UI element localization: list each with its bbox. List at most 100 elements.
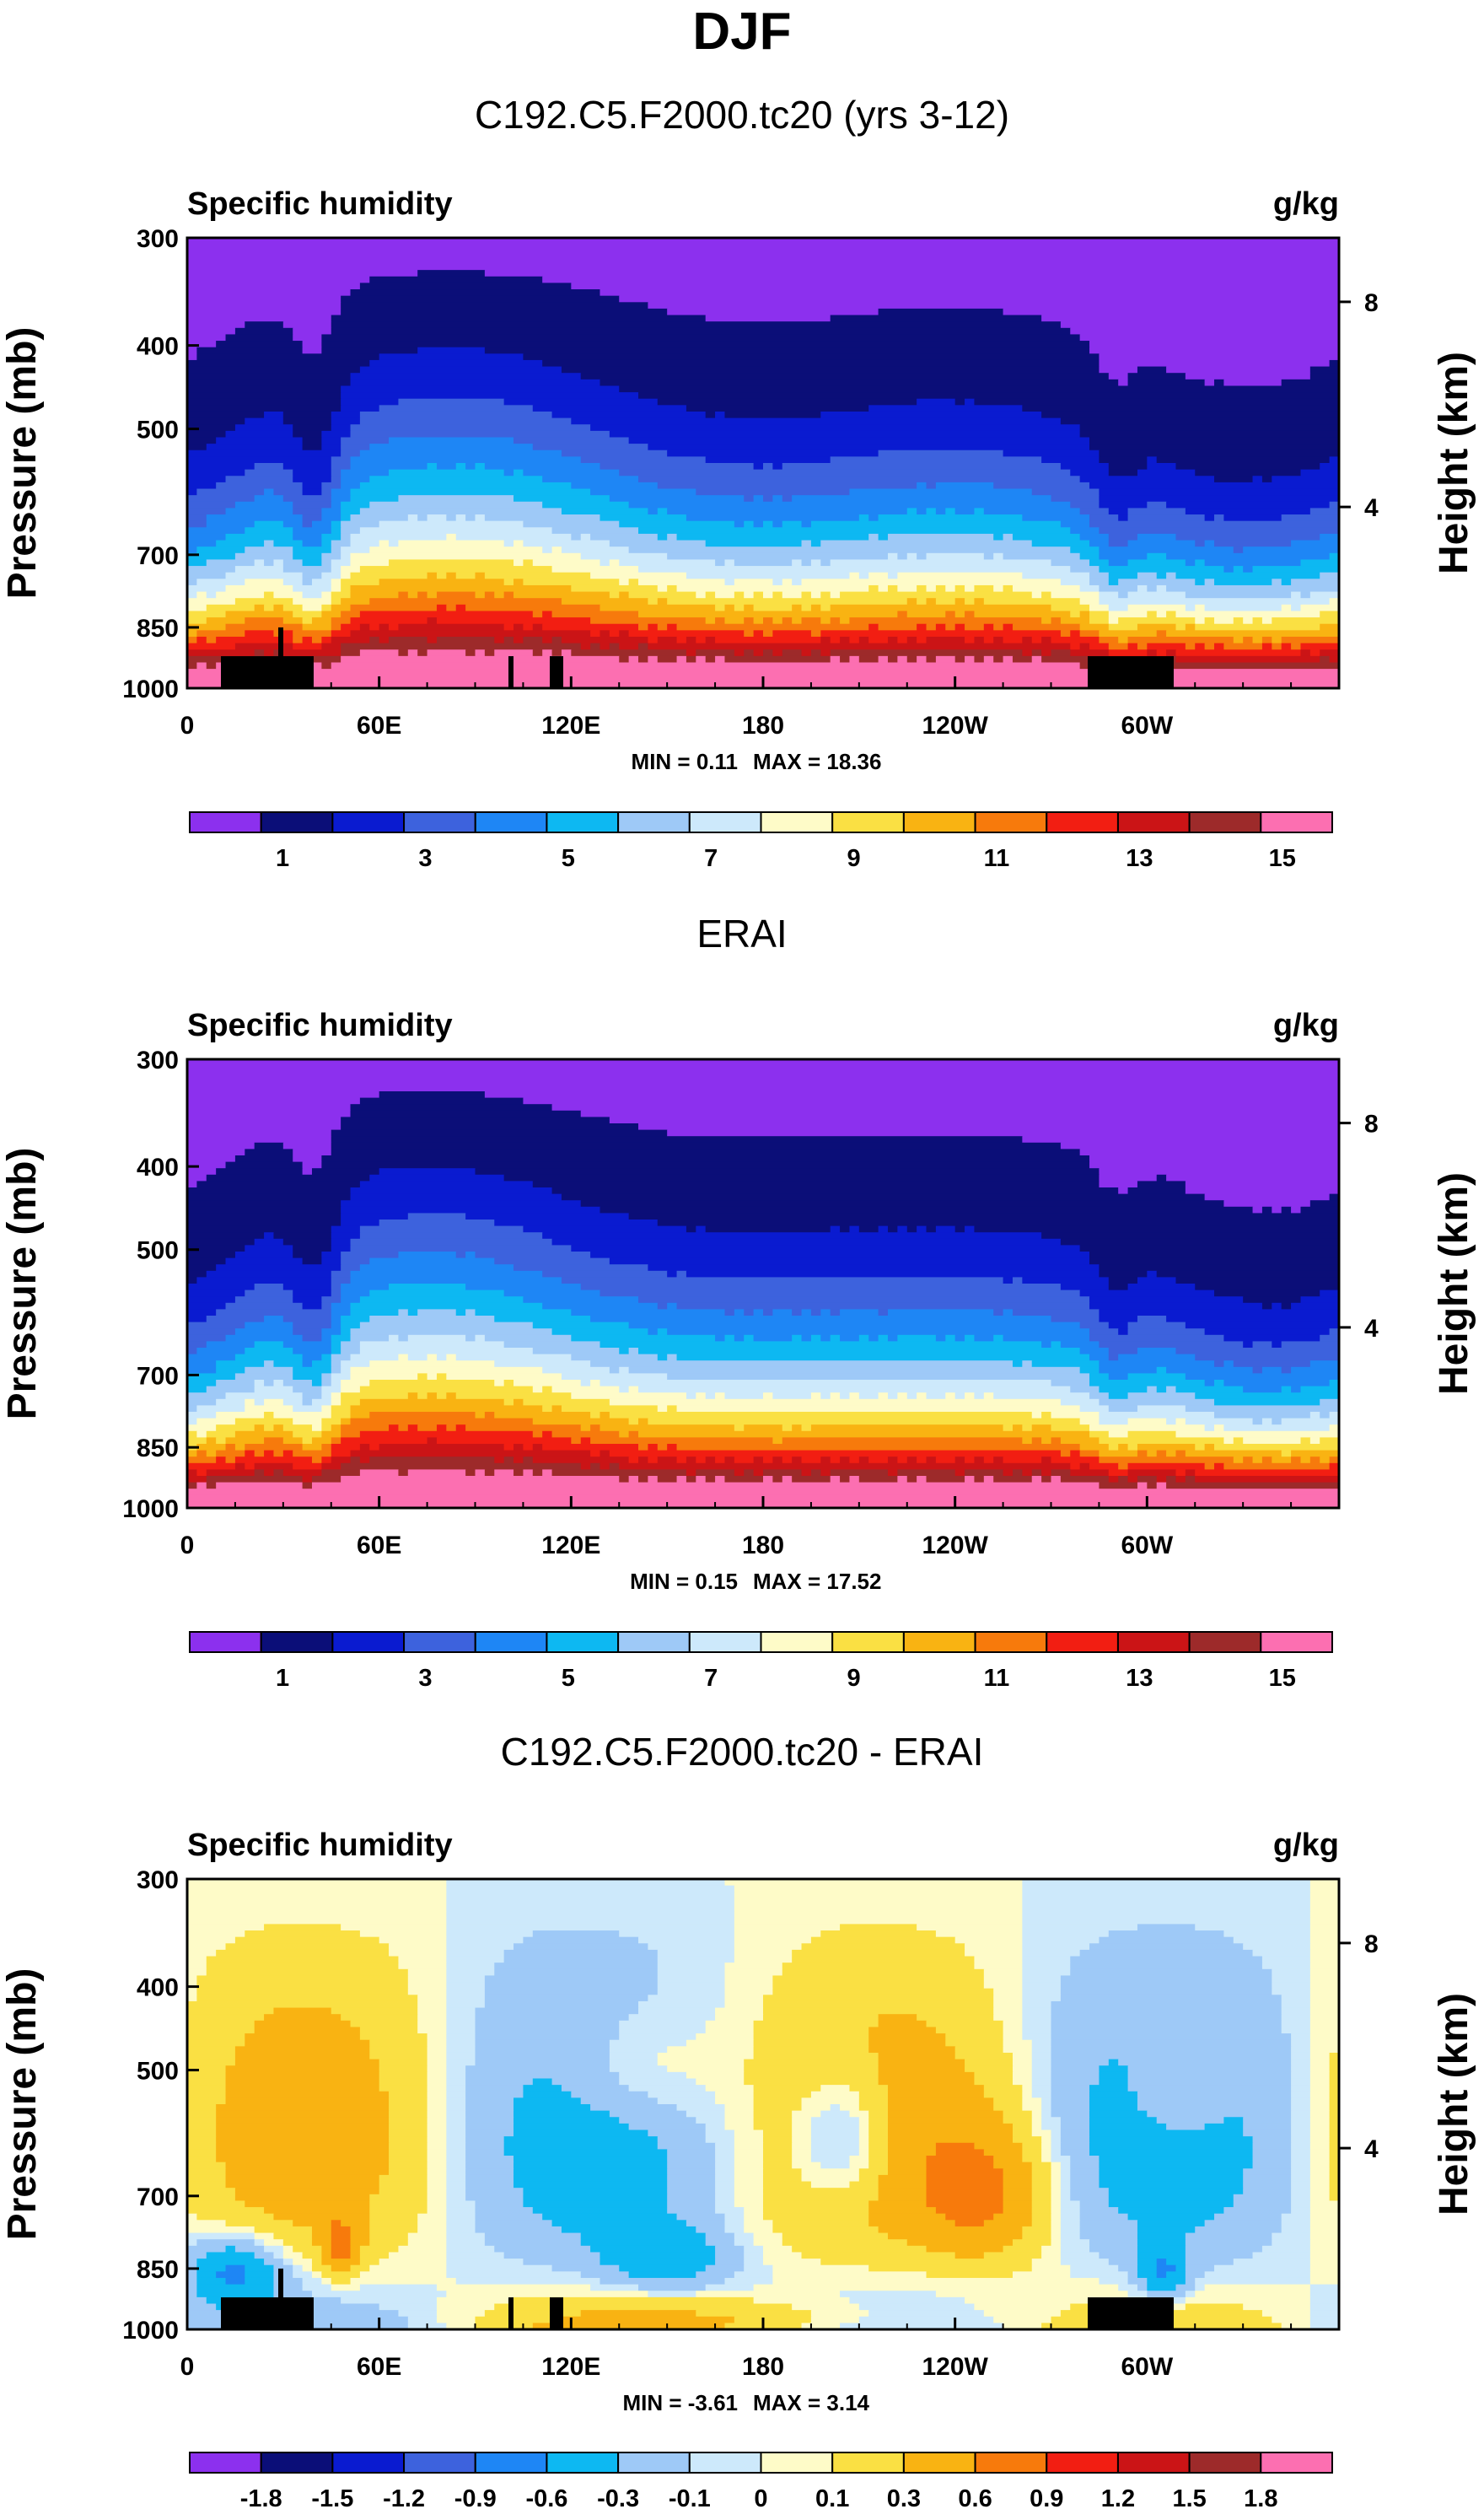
contour-cell bbox=[264, 1412, 275, 1419]
contour-cell bbox=[657, 1444, 668, 1451]
contour-cell bbox=[1051, 2220, 1062, 2227]
contour-cell bbox=[245, 617, 284, 625]
page-title: DJF bbox=[692, 3, 791, 61]
contour-cell bbox=[187, 308, 341, 316]
contour-cell bbox=[216, 1412, 265, 1419]
contour-cell bbox=[187, 2149, 217, 2156]
contour-cell bbox=[1041, 649, 1052, 657]
contour-cell bbox=[532, 2078, 553, 2086]
contour-cell bbox=[782, 649, 803, 657]
contour-cell bbox=[1089, 579, 1110, 586]
contour-cell bbox=[1291, 2085, 1311, 2092]
contour-cell bbox=[897, 552, 908, 561]
contour-cell bbox=[206, 1437, 217, 1445]
contour-cell bbox=[446, 1373, 562, 1381]
contour-cell bbox=[446, 2174, 466, 2183]
contour-cell bbox=[1329, 1456, 1340, 1464]
contour-cell bbox=[1272, 636, 1282, 644]
contour-cell bbox=[446, 1988, 486, 1995]
contour-cell bbox=[1060, 2194, 1071, 2202]
contour-cell bbox=[753, 495, 764, 503]
contour-cell bbox=[667, 1129, 1340, 1137]
contour-cell bbox=[878, 2226, 1023, 2234]
contour-cell bbox=[455, 572, 476, 579]
contour-cell bbox=[1012, 2129, 1033, 2137]
contour-cell bbox=[590, 1360, 1014, 1368]
contour-cell bbox=[331, 1398, 341, 1406]
contour-cell bbox=[302, 2284, 332, 2291]
contour-cell bbox=[369, 623, 380, 631]
contour-cell bbox=[216, 1366, 245, 1374]
x-tick-label: 120E bbox=[541, 1532, 600, 1559]
contour-cell bbox=[638, 1296, 1090, 1304]
contour-cell bbox=[590, 643, 601, 650]
contour-cell bbox=[619, 2071, 687, 2080]
contour-cell bbox=[341, 1257, 370, 1265]
contour-cell bbox=[763, 463, 773, 471]
contour-cell bbox=[417, 2014, 447, 2022]
contour-cell bbox=[254, 463, 284, 471]
contour-cell bbox=[724, 604, 735, 612]
contour-cell bbox=[282, 2252, 304, 2259]
contour-cell bbox=[734, 2232, 755, 2240]
contour-cell bbox=[1309, 2296, 1340, 2305]
contour-cell bbox=[321, 540, 332, 547]
y2-axis-label: Height (km) bbox=[1432, 1993, 1476, 2216]
contour-cell bbox=[1031, 2123, 1042, 2131]
contour-cell bbox=[350, 1334, 390, 1342]
contour-cell bbox=[379, 1444, 505, 1451]
contour-cell bbox=[744, 630, 755, 638]
contour-cell bbox=[264, 2245, 284, 2253]
contour-cell bbox=[341, 1348, 361, 1355]
contour-cell bbox=[465, 649, 476, 657]
contour-cell bbox=[744, 1424, 783, 1432]
contour-cell bbox=[724, 1309, 735, 1316]
contour-cell bbox=[1329, 2149, 1340, 2156]
contour-cell bbox=[1309, 2007, 1340, 2015]
contour-cell bbox=[1243, 2174, 1292, 2183]
contour-cell bbox=[744, 2071, 879, 2080]
contour-cell bbox=[1309, 373, 1340, 380]
contour-cell bbox=[1012, 2271, 1071, 2279]
contour-cell bbox=[638, 1348, 1081, 1355]
contour-cell bbox=[1137, 2252, 1186, 2259]
contour-cell bbox=[407, 1982, 447, 1989]
contour-cell bbox=[1060, 2142, 1090, 2150]
contour-cell bbox=[331, 501, 341, 509]
contour-cell bbox=[1137, 2091, 1292, 2098]
contour-cell bbox=[369, 359, 543, 368]
contour-cell bbox=[446, 2091, 466, 2098]
contour-cell bbox=[1079, 552, 1100, 561]
contour-cell bbox=[897, 611, 908, 618]
contour-cell bbox=[878, 623, 917, 631]
contour-cell bbox=[302, 520, 313, 528]
contour-cell bbox=[657, 1405, 668, 1413]
contour-cell bbox=[379, 2174, 428, 2183]
contour-cell bbox=[1031, 2264, 1071, 2272]
contour-cell bbox=[1291, 2156, 1311, 2163]
contour-cell bbox=[935, 508, 946, 515]
contour-cell bbox=[282, 2245, 293, 2253]
contour-cell bbox=[282, 630, 293, 638]
contour-cell bbox=[503, 2136, 659, 2144]
contour-cell bbox=[1118, 1476, 1129, 1483]
contour-cell bbox=[273, 559, 284, 567]
contour-cell bbox=[1022, 1885, 1311, 1893]
contour-cell bbox=[609, 540, 707, 547]
contour-cell bbox=[667, 2174, 716, 2183]
contour-cell bbox=[196, 1348, 245, 1355]
contour-cell bbox=[513, 469, 524, 476]
contour-cell bbox=[887, 2091, 985, 2098]
contour-cell bbox=[513, 2296, 755, 2305]
contour-cell bbox=[830, 1225, 841, 1233]
contour-cell bbox=[341, 1264, 361, 1272]
contour-cell bbox=[523, 636, 543, 644]
contour-cell bbox=[1291, 540, 1340, 547]
contour-cell bbox=[1329, 501, 1340, 509]
contour-cell bbox=[1329, 2104, 1340, 2112]
contour-cell bbox=[1012, 2123, 1033, 2131]
contour-cell bbox=[734, 1956, 793, 1963]
contour-cell bbox=[341, 1380, 370, 1387]
colorbar-box bbox=[902, 1631, 976, 1653]
contour-cell bbox=[187, 482, 217, 490]
